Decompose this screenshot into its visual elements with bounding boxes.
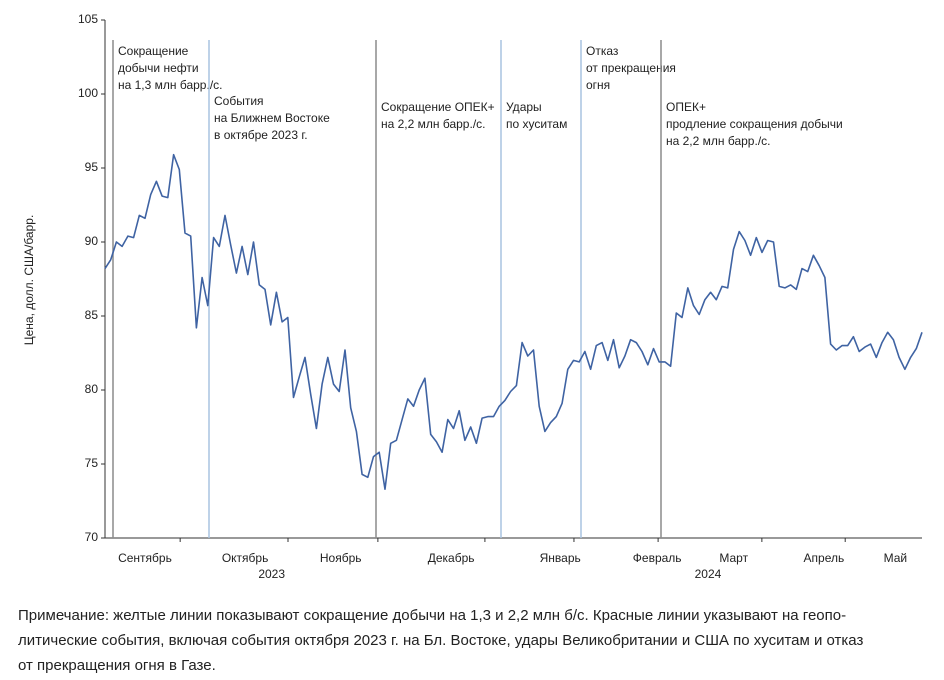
y-axis-label: Цена, долл. США/барр. xyxy=(22,215,36,346)
note-line: Примечание: желтые линии показывают сокр… xyxy=(18,607,846,624)
annotation: на 2,2 млн барр./с. xyxy=(666,134,770,148)
note-line: от прекращения огня в Газе. xyxy=(18,657,216,674)
x-tick-label: Декабрь xyxy=(428,551,475,565)
annotation: по хуситам xyxy=(506,117,567,131)
x-group-label: 2024 xyxy=(695,567,722,581)
x-tick-label: Январь xyxy=(540,551,581,565)
y-tick-label: 70 xyxy=(85,530,99,544)
annotation: продление сокращения добычи xyxy=(666,117,843,131)
annotation: Удары xyxy=(506,100,542,114)
annotation: добычи нефти xyxy=(118,61,199,75)
y-tick-label: 90 xyxy=(85,234,99,248)
y-tick-label: 105 xyxy=(78,12,98,26)
annotation: События xyxy=(214,94,264,108)
x-tick-label: Ноябрь xyxy=(320,551,362,565)
x-tick-label: Апрель xyxy=(804,551,845,565)
annotation: в октябре 2023 г. xyxy=(214,128,308,142)
annotation: Сокращение xyxy=(118,44,189,58)
y-tick-label: 95 xyxy=(85,160,99,174)
annotation: на 2,2 млн барр./с. xyxy=(381,117,485,131)
x-tick-label: Октябрь xyxy=(222,551,269,565)
x-group-label: 2023 xyxy=(258,567,285,581)
annotation: огня xyxy=(586,78,610,92)
annotation: Отказ xyxy=(586,44,619,58)
y-tick-label: 85 xyxy=(85,308,99,322)
y-tick-label: 80 xyxy=(85,382,99,396)
price-line xyxy=(104,153,923,491)
annotation: на Ближнем Востоке xyxy=(214,111,330,125)
y-tick-label: 75 xyxy=(85,456,99,470)
x-tick-label: Сентябрь xyxy=(118,551,172,565)
annotation: на 1,3 млн барр./с. xyxy=(118,78,222,92)
annotation: Сокращение ОПЕК+ xyxy=(381,100,495,114)
y-tick-label: 100 xyxy=(78,86,98,100)
x-tick-label: Март xyxy=(719,551,748,565)
x-tick-label: Май xyxy=(884,551,908,565)
annotation: ОПЕК+ xyxy=(666,100,706,114)
annotation: от прекращения xyxy=(586,61,676,75)
x-tick-label: Февраль xyxy=(633,551,682,565)
note-line: литические события, включая события октя… xyxy=(18,632,863,649)
